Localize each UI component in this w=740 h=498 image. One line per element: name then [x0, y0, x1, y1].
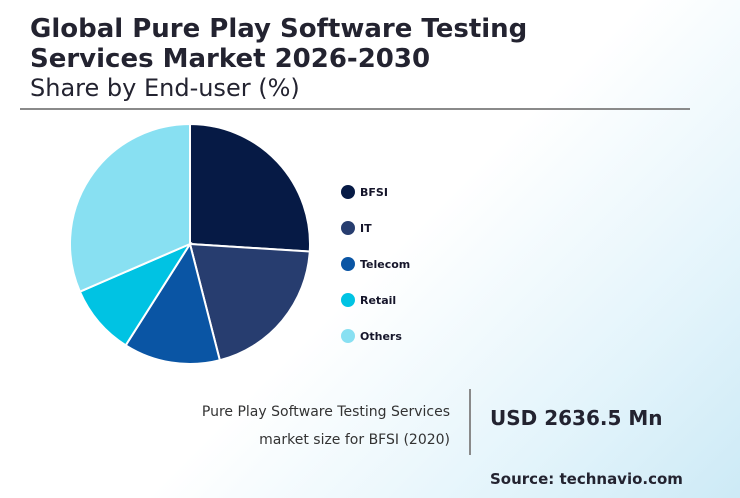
pie-slice-retail [78, 241, 193, 347]
legend-swatch-retail [341, 293, 355, 307]
pie-slice-it [188, 242, 311, 362]
legend-item-telecom: Telecom [341, 246, 410, 282]
legend-swatch-others [341, 329, 355, 343]
title-divider [20, 108, 690, 110]
legend-swatch-bfsi [341, 185, 355, 199]
caption-divider [469, 389, 471, 455]
legend-item-it: IT [341, 210, 410, 246]
legend-label: IT [360, 221, 372, 235]
chart-subtitle: Share by End-user (%) [30, 74, 300, 102]
legend-item-retail: Retail [341, 282, 410, 318]
legend-swatch-it [341, 221, 355, 235]
legend-item-bfsi: BFSI [341, 174, 410, 210]
legend-item-others: Others [341, 318, 410, 354]
legend-swatch-telecom [341, 257, 355, 271]
legend-label: BFSI [360, 185, 388, 199]
pie-slice-others [69, 122, 191, 293]
legend: BFSI IT Telecom Retail Others [341, 174, 410, 354]
pie-slice-telecom [124, 241, 222, 365]
legend-label: Telecom [360, 257, 411, 271]
source-credit: Source: technavio.com [490, 470, 683, 488]
pie-slice-bfsi [189, 122, 311, 253]
legend-label: Others [360, 329, 402, 343]
chart-title: Global Pure Play Software Testing Servic… [30, 14, 528, 74]
market-size-value: USD 2636.5 Mn [490, 406, 663, 430]
market-size-caption: Pure Play Software Testing Services mark… [130, 398, 450, 454]
legend-label: Retail [360, 293, 397, 307]
caption-line-2: market size for BFSI (2020) [259, 432, 450, 448]
caption-line-1: Pure Play Software Testing Services [201, 404, 450, 420]
